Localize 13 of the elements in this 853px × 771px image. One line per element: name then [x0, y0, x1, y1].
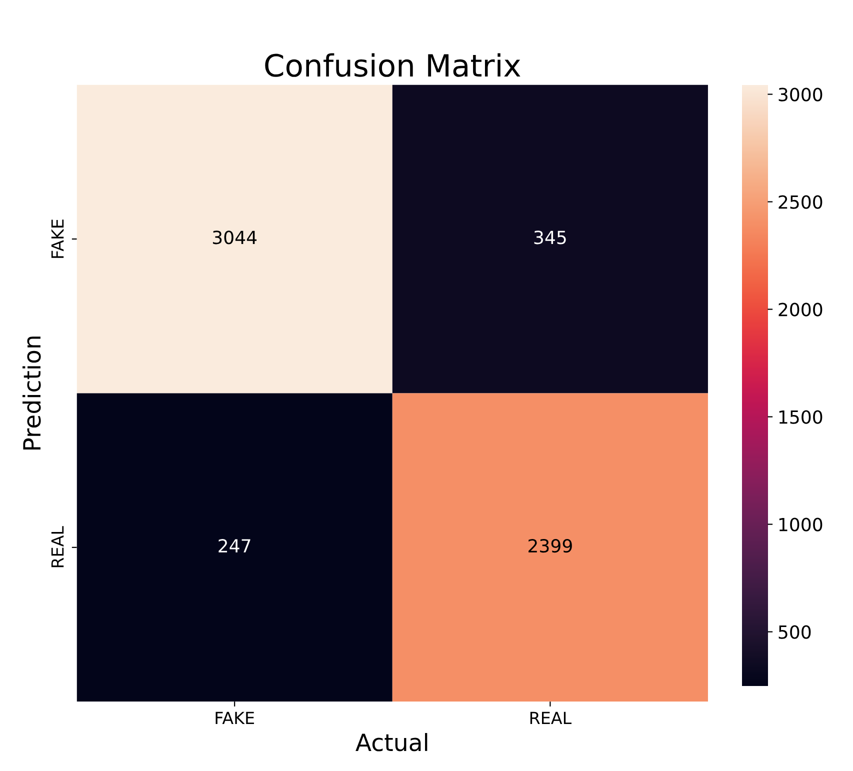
color-bar-label: 3000	[778, 88, 822, 102]
color-bar-label: 500	[778, 625, 811, 639]
data-label: 3044	[212, 230, 257, 244]
data-label: 345	[534, 230, 566, 244]
x-axis-title: Actual	[356, 733, 428, 752]
color-bar-label: 1000	[779, 518, 822, 532]
color-bar-label: 2000	[778, 302, 822, 316]
data-label: 247	[218, 538, 250, 552]
color-bar-label: 1500	[779, 410, 822, 424]
chart-title: Confusion Matrix	[265, 53, 520, 77]
y-axis-title: Prediction	[22, 336, 41, 450]
data-label: 2399	[528, 538, 572, 553]
color-bar-label: 2500	[778, 195, 822, 209]
